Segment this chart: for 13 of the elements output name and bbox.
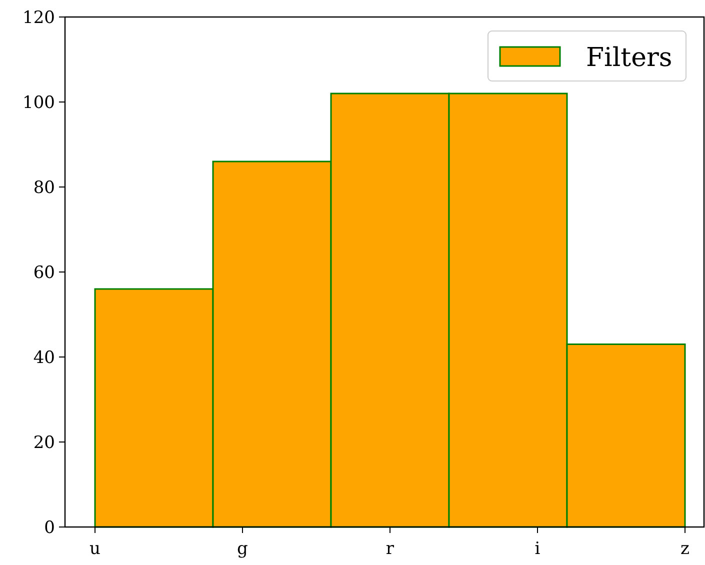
y-tick-label: 20 [33,432,55,453]
y-tick-label: 100 [22,92,55,113]
y-tick-label: 0 [44,518,55,538]
y-tick-label: 40 [33,348,55,368]
text: i [534,539,541,559]
text: z [680,539,690,559]
y-tick-label: 60 [33,262,55,283]
text: u [90,539,101,559]
y-tick-label: 120 [22,8,55,28]
text: r [386,539,395,559]
text: g [237,539,248,559]
y-tick-label: 80 [33,178,55,198]
legend-label: Filters [586,43,672,73]
